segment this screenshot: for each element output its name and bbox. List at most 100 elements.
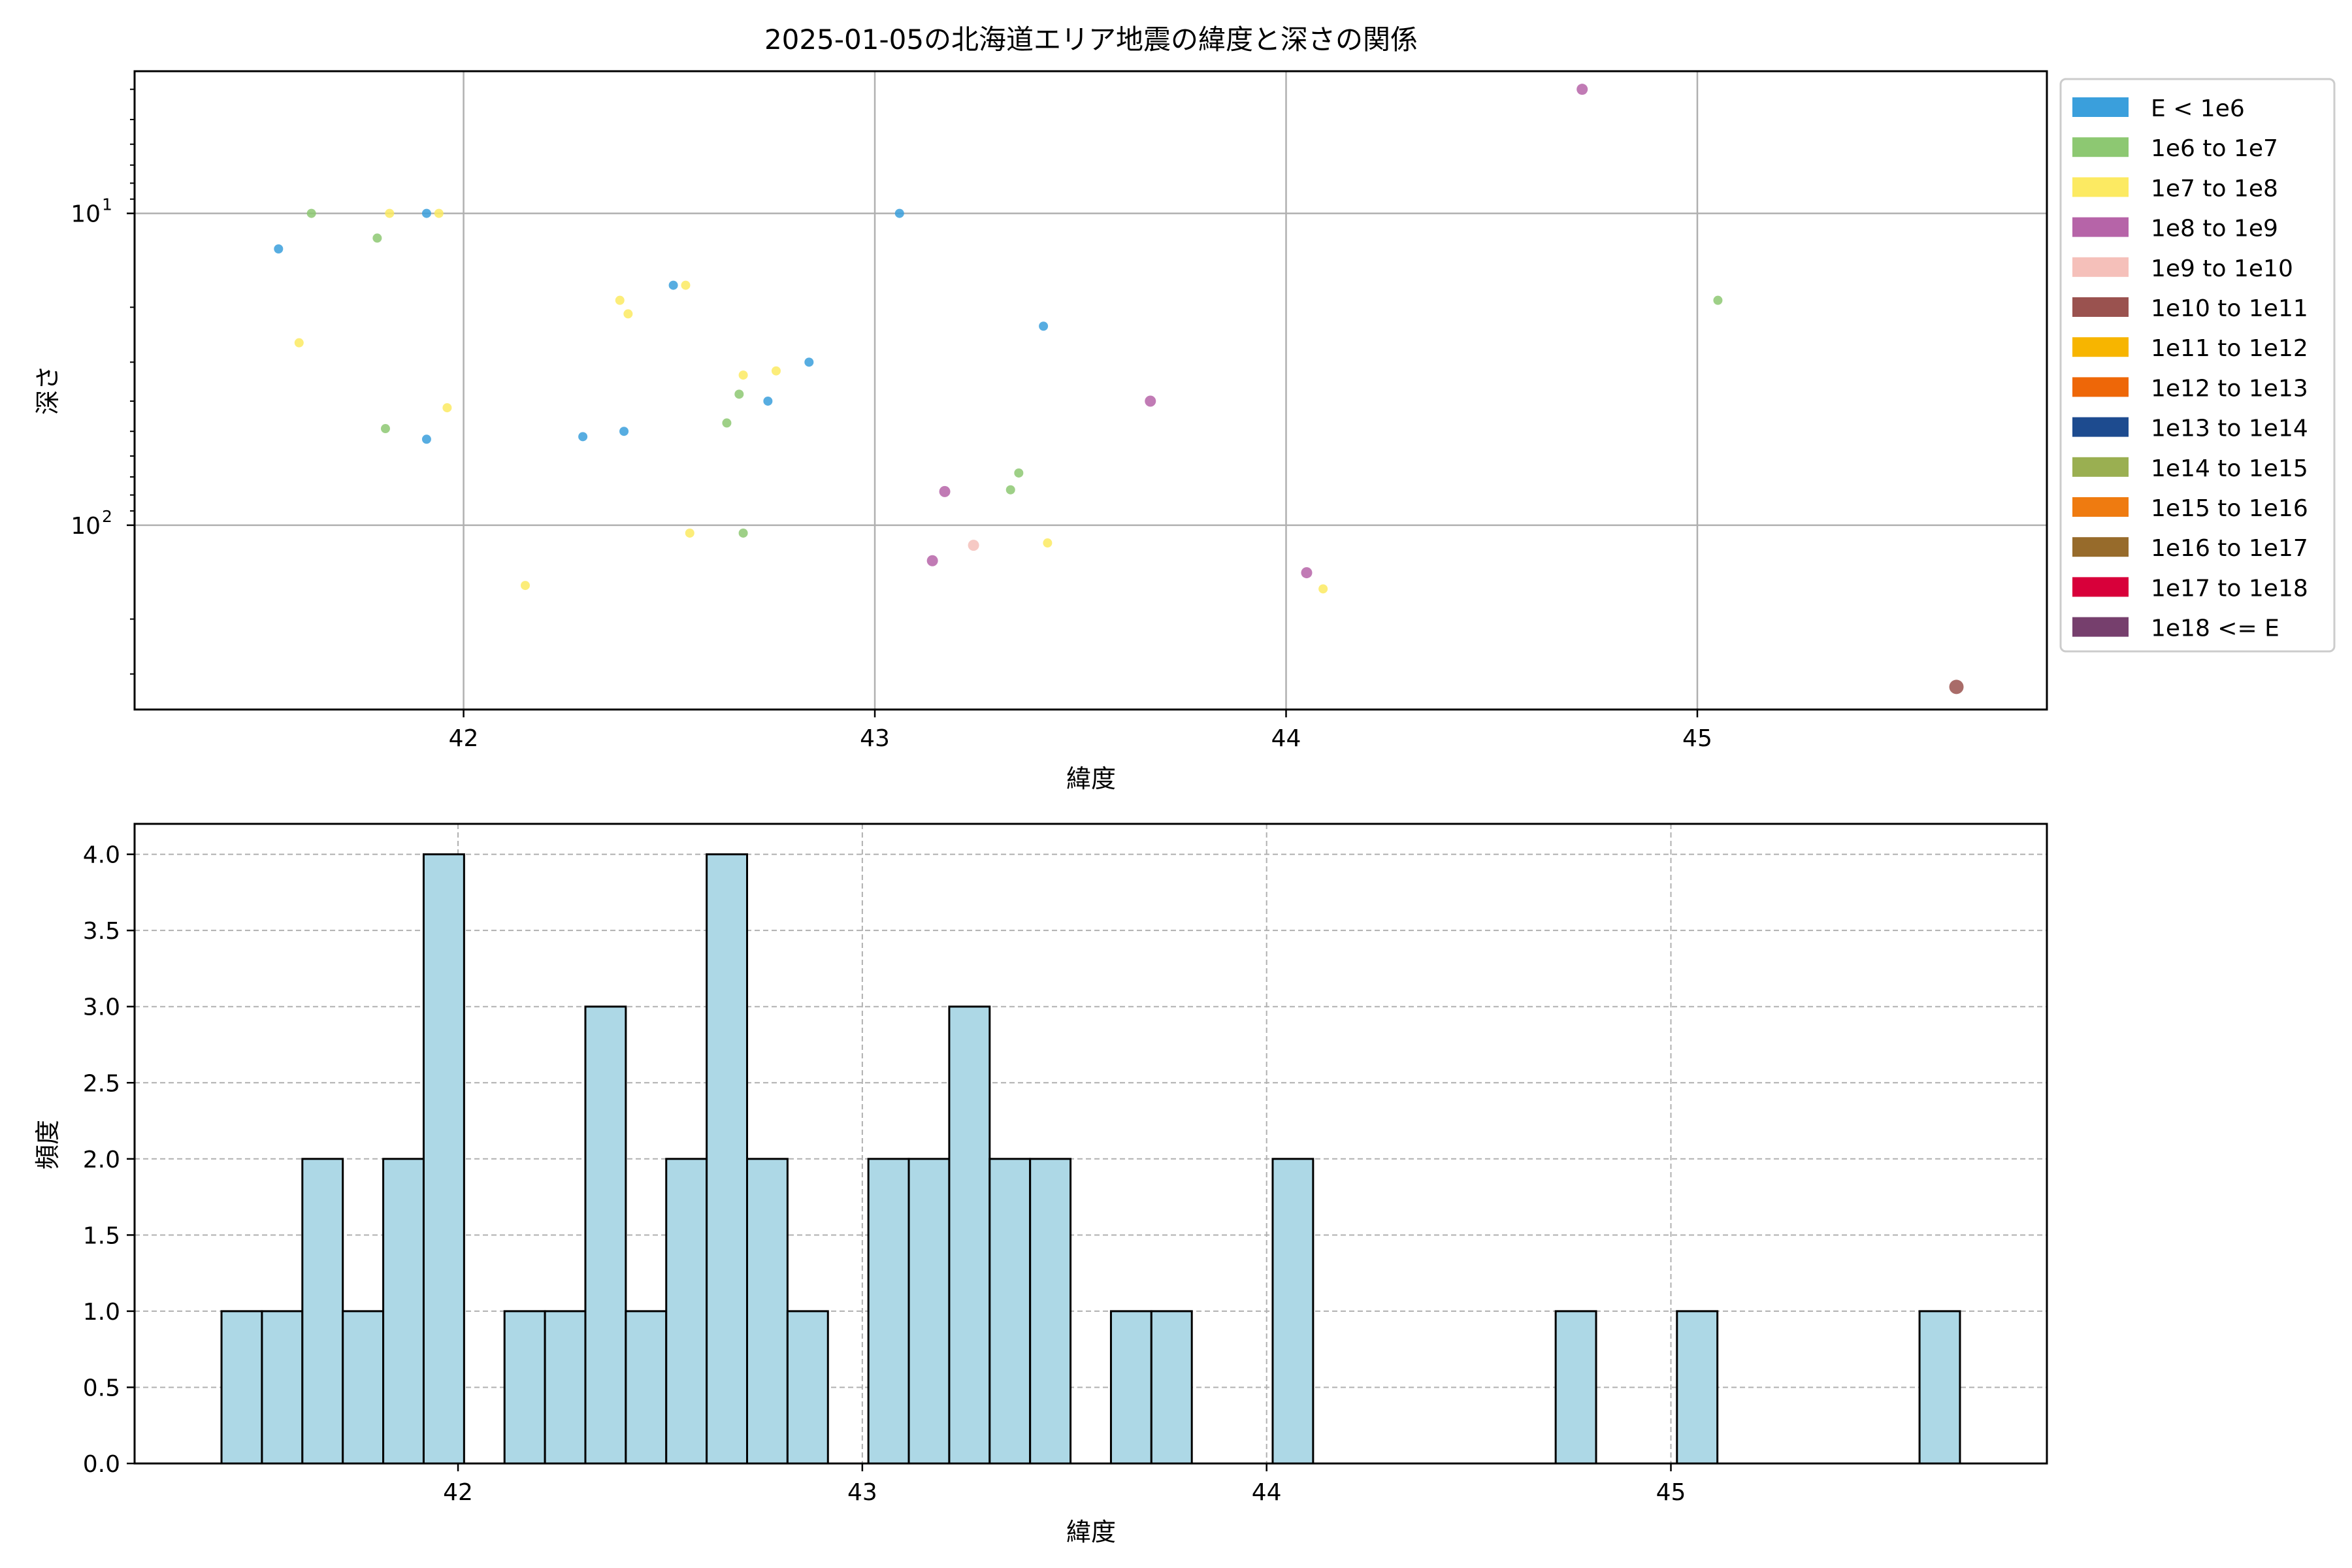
scatter-point (623, 309, 633, 319)
histogram-bar (1029, 1158, 1072, 1465)
scatter-point (385, 208, 395, 218)
histogram-bar (786, 1310, 829, 1465)
legend-entry-label: 1e11 to 1e12 (2151, 335, 2308, 362)
scatter-point (681, 280, 691, 290)
scatter-point (615, 295, 625, 305)
scatter-y-tick-label: 10 (71, 513, 101, 540)
scatter-point (894, 208, 904, 218)
scatter-point (619, 427, 629, 436)
scatter-point (434, 208, 444, 218)
histogram-plot-frame (133, 823, 2048, 1465)
legend: E < 1e6 1e6 to 1e7 1e7 to 1e8 1e8 to 1e9 1e9… (2059, 78, 2336, 653)
legend-entry-label: 1e18 <= E (2151, 615, 2279, 642)
histogram-bar (544, 1310, 587, 1465)
scatter-point (1576, 84, 1588, 95)
chart-title: 2025-01-05の北海道エリア地震の緯度と深さの関係 (764, 24, 1418, 56)
histogram-y-tick-label: 1.0 (83, 1299, 120, 1326)
histogram-x-axis-label: 緯度 (1066, 1518, 1116, 1546)
scatter-point (1301, 567, 1313, 579)
histogram-bar (261, 1310, 304, 1465)
histogram-bar (746, 1158, 789, 1465)
histogram-y-tick-label: 2.5 (83, 1070, 120, 1097)
scatter-grid (135, 71, 2047, 710)
histogram-x-tick-label: 45 (1656, 1479, 1686, 1506)
legend-swatch (2072, 617, 2129, 637)
scatter-point (421, 434, 431, 444)
histogram-chart: 42 43 44 45 0.00.51.01.52.02.53.03.54.0 緯度 … (33, 823, 2048, 1546)
legend-frame (2059, 78, 2336, 653)
histogram-bar (907, 1158, 951, 1465)
tick-base: 10 (71, 513, 101, 540)
legend-entry-label: 1e16 to 1e17 (2151, 535, 2308, 562)
scatter-point (1005, 485, 1015, 495)
scatter-y-tick-label: 10 (71, 201, 101, 228)
legend-entry-label: 1e7 to 1e8 (2151, 175, 2278, 202)
scatter-point (668, 280, 678, 290)
scatter-point (1043, 538, 1053, 548)
scatter-point (771, 366, 781, 376)
histogram-bar (422, 853, 465, 1465)
legend-swatch (2072, 97, 2129, 117)
histogram-bar (1150, 1310, 1193, 1465)
scatter-x-ticks: 42 43 44 45 (449, 710, 1712, 752)
scatter-point (1145, 395, 1156, 407)
histogram-x-tick-label: 43 (847, 1479, 877, 1506)
scatter-point (1039, 321, 1049, 331)
scatter-point (1949, 679, 1964, 694)
scatter-x-axis-label: 緯度 (1066, 764, 1116, 793)
legend-swatch (2072, 537, 2129, 557)
legend-entry-label: 1e8 to 1e9 (2151, 216, 2278, 242)
histogram-bar (1109, 1310, 1152, 1465)
histogram-x-tick-label: 42 (443, 1479, 473, 1506)
histogram-y-tick-label: 2.0 (83, 1147, 120, 1173)
legend-entry-label: 1e17 to 1e18 (2151, 575, 2308, 602)
histogram-bar (665, 1158, 708, 1465)
legend-swatch (2072, 257, 2129, 277)
legend-entry-label: 1e13 to 1e14 (2151, 416, 2308, 442)
scatter-x-tick-label: 43 (860, 725, 890, 752)
histogram-bar (584, 1005, 627, 1465)
histogram-y-tick-label: 1.5 (83, 1222, 120, 1249)
histogram-y-tick-label: 4.0 (83, 842, 120, 869)
histogram-bar (706, 853, 749, 1465)
histogram-bar (503, 1310, 546, 1465)
histogram-bar (867, 1158, 910, 1465)
histogram-bar (220, 1310, 263, 1465)
histogram-x-tick-label: 44 (1252, 1479, 1282, 1506)
scatter-point (685, 528, 694, 538)
scatter-point (763, 396, 773, 406)
scatter-point (1713, 295, 1723, 305)
histogram-bar (1918, 1310, 1961, 1465)
histogram-bar (1554, 1310, 1597, 1465)
histogram-y-ticks: 0.0 0.5 1.0 1.5 2.0 2.5 3.0 3.5 4.0 (83, 842, 135, 1478)
histogram-y-axis-label: 頻度 (33, 1120, 62, 1169)
scatter-point (1014, 468, 1024, 478)
legend-swatch (2072, 457, 2129, 477)
scatter-point (442, 403, 452, 413)
histogram-y-tick-label: 3.5 (83, 918, 120, 945)
legend-entry-label: 1e6 to 1e7 (2151, 135, 2278, 162)
scatter-point (1318, 584, 1328, 594)
scatter-y-tick-exponent: 2 (102, 507, 112, 526)
scatter-point (738, 528, 748, 538)
scatter-chart: 2025-01-05の北海道エリア地震の緯度と深さの関係 42 43 44 45 10… (33, 24, 2048, 793)
scatter-point (926, 555, 938, 566)
histogram-bars (220, 853, 1961, 1465)
histogram-bar (625, 1310, 668, 1465)
scatter-point (306, 208, 316, 218)
scatter-points (274, 84, 1964, 694)
scatter-point (520, 581, 530, 591)
scatter-point (274, 244, 284, 253)
scatter-point (939, 485, 951, 497)
histogram-bar (301, 1158, 344, 1465)
histogram-bar (382, 1158, 425, 1465)
legend-swatch (2072, 337, 2129, 357)
histogram-y-tick-label: 0.5 (83, 1375, 120, 1401)
legend-swatch (2072, 297, 2129, 317)
scatter-x-tick-label: 45 (1682, 725, 1712, 752)
legend-swatch (2072, 417, 2129, 437)
legend-swatch (2072, 377, 2129, 397)
scatter-point (578, 432, 588, 442)
histogram-bar (342, 1310, 385, 1465)
